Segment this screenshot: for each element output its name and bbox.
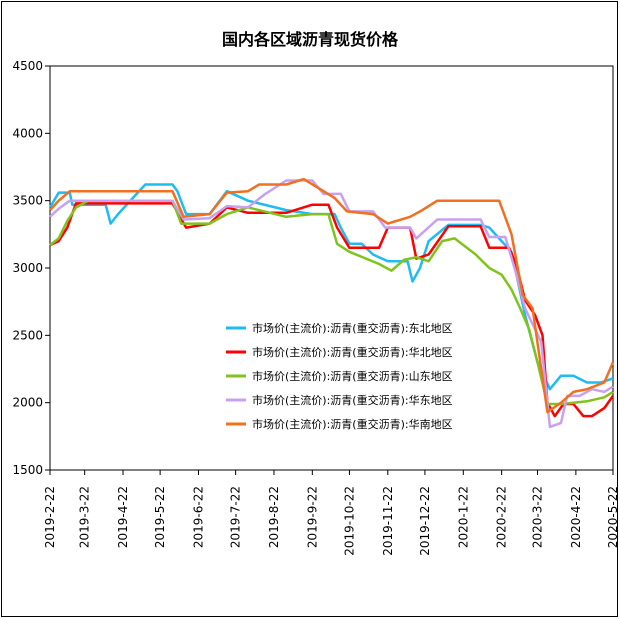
x-tick-label: 2019-5-22 (153, 486, 167, 548)
x-tick-label: 2020-2-22 (495, 486, 509, 548)
legend-label: 市场价(主流价):沥青(重交沥青):华东地区 (252, 393, 453, 407)
y-tick-label: 3000 (12, 261, 43, 275)
x-tick-label: 2019-12-22 (418, 486, 432, 556)
y-tick-label: 1500 (12, 463, 43, 477)
legend-label: 市场价(主流价):沥青(重交沥青):山东地区 (252, 369, 453, 383)
legend-label: 市场价(主流价):沥青(重交沥青):华南地区 (252, 417, 453, 431)
y-tick-label: 2500 (12, 328, 43, 342)
y-tick-label: 4000 (12, 126, 43, 140)
x-tick-label: 2019-2-22 (43, 486, 57, 548)
series-line-4 (49, 177, 615, 414)
series-line-2 (49, 199, 614, 406)
legend-label: 市场价(主流价):沥青(重交沥青):东北地区 (252, 321, 453, 335)
x-tick-label: 2020-5-22 (606, 486, 620, 548)
x-tick-label: 2020-3-22 (531, 486, 545, 548)
x-tick-label: 2019-10-22 (342, 486, 356, 556)
x-tick-label: 2019-6-22 (191, 486, 205, 548)
chart-title: 国内各区域沥青现货价格 (221, 30, 398, 49)
series-line-1 (49, 202, 615, 418)
plot-area (49, 65, 614, 471)
x-tick-label: 2019-11-22 (381, 486, 395, 556)
legend-label: 市场价(主流价):沥青(重交沥青):华北地区 (252, 345, 453, 359)
x-tick-label: 2019-8-22 (267, 486, 281, 548)
x-tick-label: 2019-9-22 (305, 486, 319, 548)
x-tick-label: 2019-3-22 (78, 486, 92, 548)
series-line-3 (49, 179, 614, 429)
x-tick-label: 2019-4-22 (116, 486, 130, 548)
x-tick-label: 2020-4-22 (569, 486, 583, 548)
x-tick-label: 2019-7-22 (229, 486, 243, 548)
x-tick-label: 2020-1-22 (456, 486, 470, 548)
y-tick-label: 3500 (12, 194, 43, 208)
y-tick-label: 4500 (12, 59, 43, 73)
y-tick-label: 2000 (12, 396, 43, 410)
